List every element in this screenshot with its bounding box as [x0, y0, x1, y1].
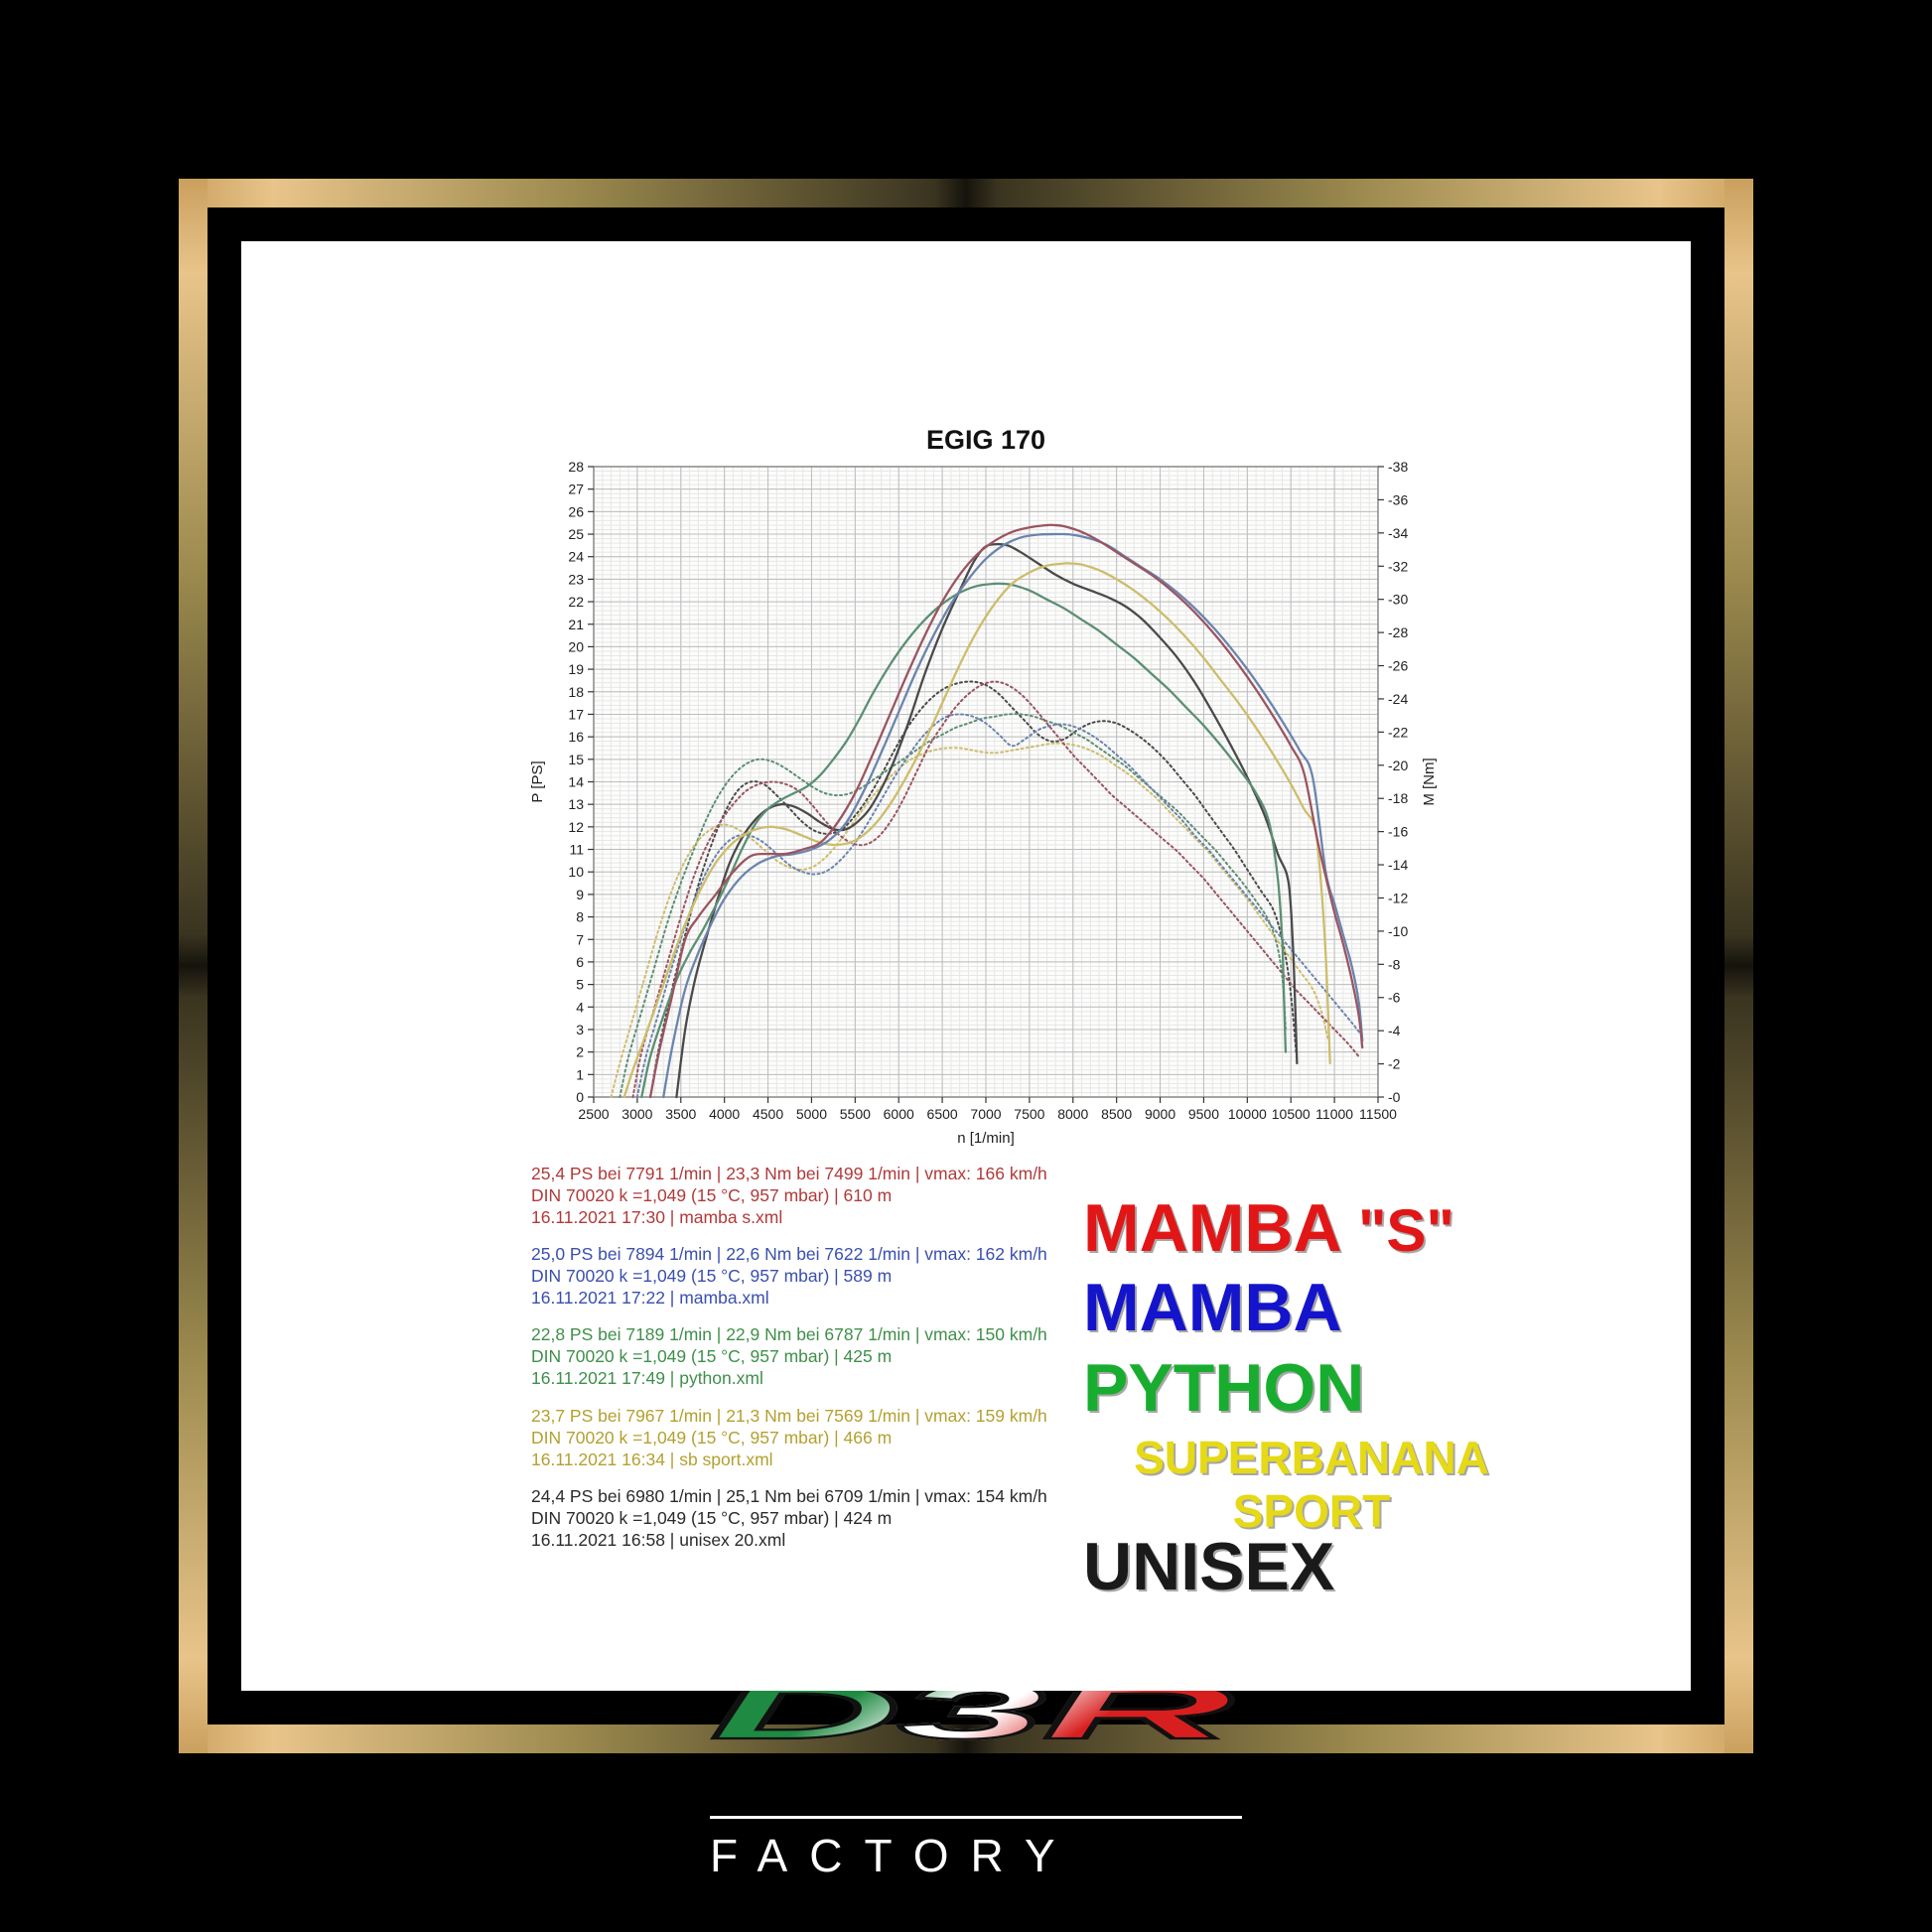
svg-text:2500: 2500: [578, 1106, 609, 1122]
svg-text:24: 24: [568, 549, 584, 565]
svg-text:-12: -12: [1388, 890, 1408, 905]
svg-text:7000: 7000: [970, 1106, 1001, 1122]
svg-text:n [1/min]: n [1/min]: [957, 1130, 1015, 1147]
svg-text:-24: -24: [1388, 691, 1408, 707]
svg-text:-26: -26: [1388, 658, 1408, 674]
svg-text:-14: -14: [1388, 857, 1408, 873]
svg-text:8: 8: [576, 909, 584, 925]
svg-text:-4: -4: [1388, 1023, 1401, 1038]
svg-text:2: 2: [576, 1044, 584, 1060]
svg-text:7: 7: [576, 931, 584, 947]
svg-text:-20: -20: [1388, 758, 1408, 773]
svg-text:M [Nm]: M [Nm]: [1421, 758, 1438, 805]
svg-text:10500: 10500: [1272, 1106, 1311, 1122]
svg-text:27: 27: [568, 482, 584, 497]
svg-text:9: 9: [576, 887, 584, 902]
svg-text:26: 26: [568, 503, 584, 519]
svg-text:16: 16: [568, 729, 584, 745]
svg-text:-8: -8: [1388, 956, 1401, 972]
svg-text:-10: -10: [1388, 923, 1408, 939]
svg-text:4500: 4500: [753, 1106, 783, 1122]
svg-text:1: 1: [576, 1066, 584, 1082]
svg-text:4000: 4000: [709, 1106, 740, 1122]
svg-text:-18: -18: [1388, 790, 1408, 806]
svg-text:-38: -38: [1388, 459, 1408, 475]
svg-text:9500: 9500: [1188, 1106, 1219, 1122]
svg-text:17: 17: [568, 706, 584, 722]
svg-text:9000: 9000: [1145, 1106, 1175, 1122]
svg-text:6000: 6000: [884, 1106, 914, 1122]
svg-text:-0: -0: [1388, 1089, 1401, 1105]
svg-text:-22: -22: [1388, 724, 1408, 740]
svg-text:11000: 11000: [1315, 1106, 1353, 1122]
svg-text:21: 21: [568, 617, 584, 632]
svg-text:0: 0: [576, 1089, 584, 1105]
svg-text:-28: -28: [1388, 624, 1408, 640]
svg-text:-34: -34: [1388, 525, 1408, 541]
svg-text:12: 12: [568, 819, 584, 835]
svg-text:-32: -32: [1388, 558, 1408, 574]
svg-text:10000: 10000: [1228, 1106, 1267, 1122]
svg-text:-16: -16: [1388, 824, 1408, 840]
svg-text:13: 13: [568, 796, 584, 812]
svg-text:6: 6: [576, 954, 584, 970]
svg-text:10: 10: [568, 864, 584, 880]
svg-text:5000: 5000: [796, 1106, 827, 1122]
svg-text:3000: 3000: [621, 1106, 652, 1122]
svg-text:6500: 6500: [927, 1106, 958, 1122]
svg-text:28: 28: [568, 459, 584, 475]
svg-text:5: 5: [576, 977, 584, 993]
svg-text:8000: 8000: [1057, 1106, 1088, 1122]
svg-text:18: 18: [568, 684, 584, 700]
svg-text:-2: -2: [1388, 1056, 1401, 1072]
svg-text:20: 20: [568, 638, 584, 654]
svg-text:23: 23: [568, 571, 584, 587]
svg-text:15: 15: [568, 752, 584, 767]
svg-text:5500: 5500: [840, 1106, 871, 1122]
svg-text:14: 14: [568, 774, 584, 790]
svg-text:-36: -36: [1388, 491, 1408, 507]
svg-text:11500: 11500: [1359, 1106, 1397, 1122]
svg-text:4: 4: [576, 999, 584, 1015]
svg-text:P [PS]: P [PS]: [529, 760, 546, 802]
svg-text:11: 11: [569, 842, 584, 858]
svg-text:-6: -6: [1388, 990, 1401, 1006]
svg-text:7500: 7500: [1014, 1106, 1044, 1122]
svg-text:8500: 8500: [1101, 1106, 1132, 1122]
svg-text:3: 3: [576, 1022, 584, 1037]
svg-text:3500: 3500: [665, 1106, 696, 1122]
svg-text:22: 22: [568, 594, 584, 610]
svg-text:19: 19: [568, 661, 584, 677]
svg-text:-30: -30: [1388, 592, 1408, 608]
svg-text:25: 25: [568, 526, 584, 542]
